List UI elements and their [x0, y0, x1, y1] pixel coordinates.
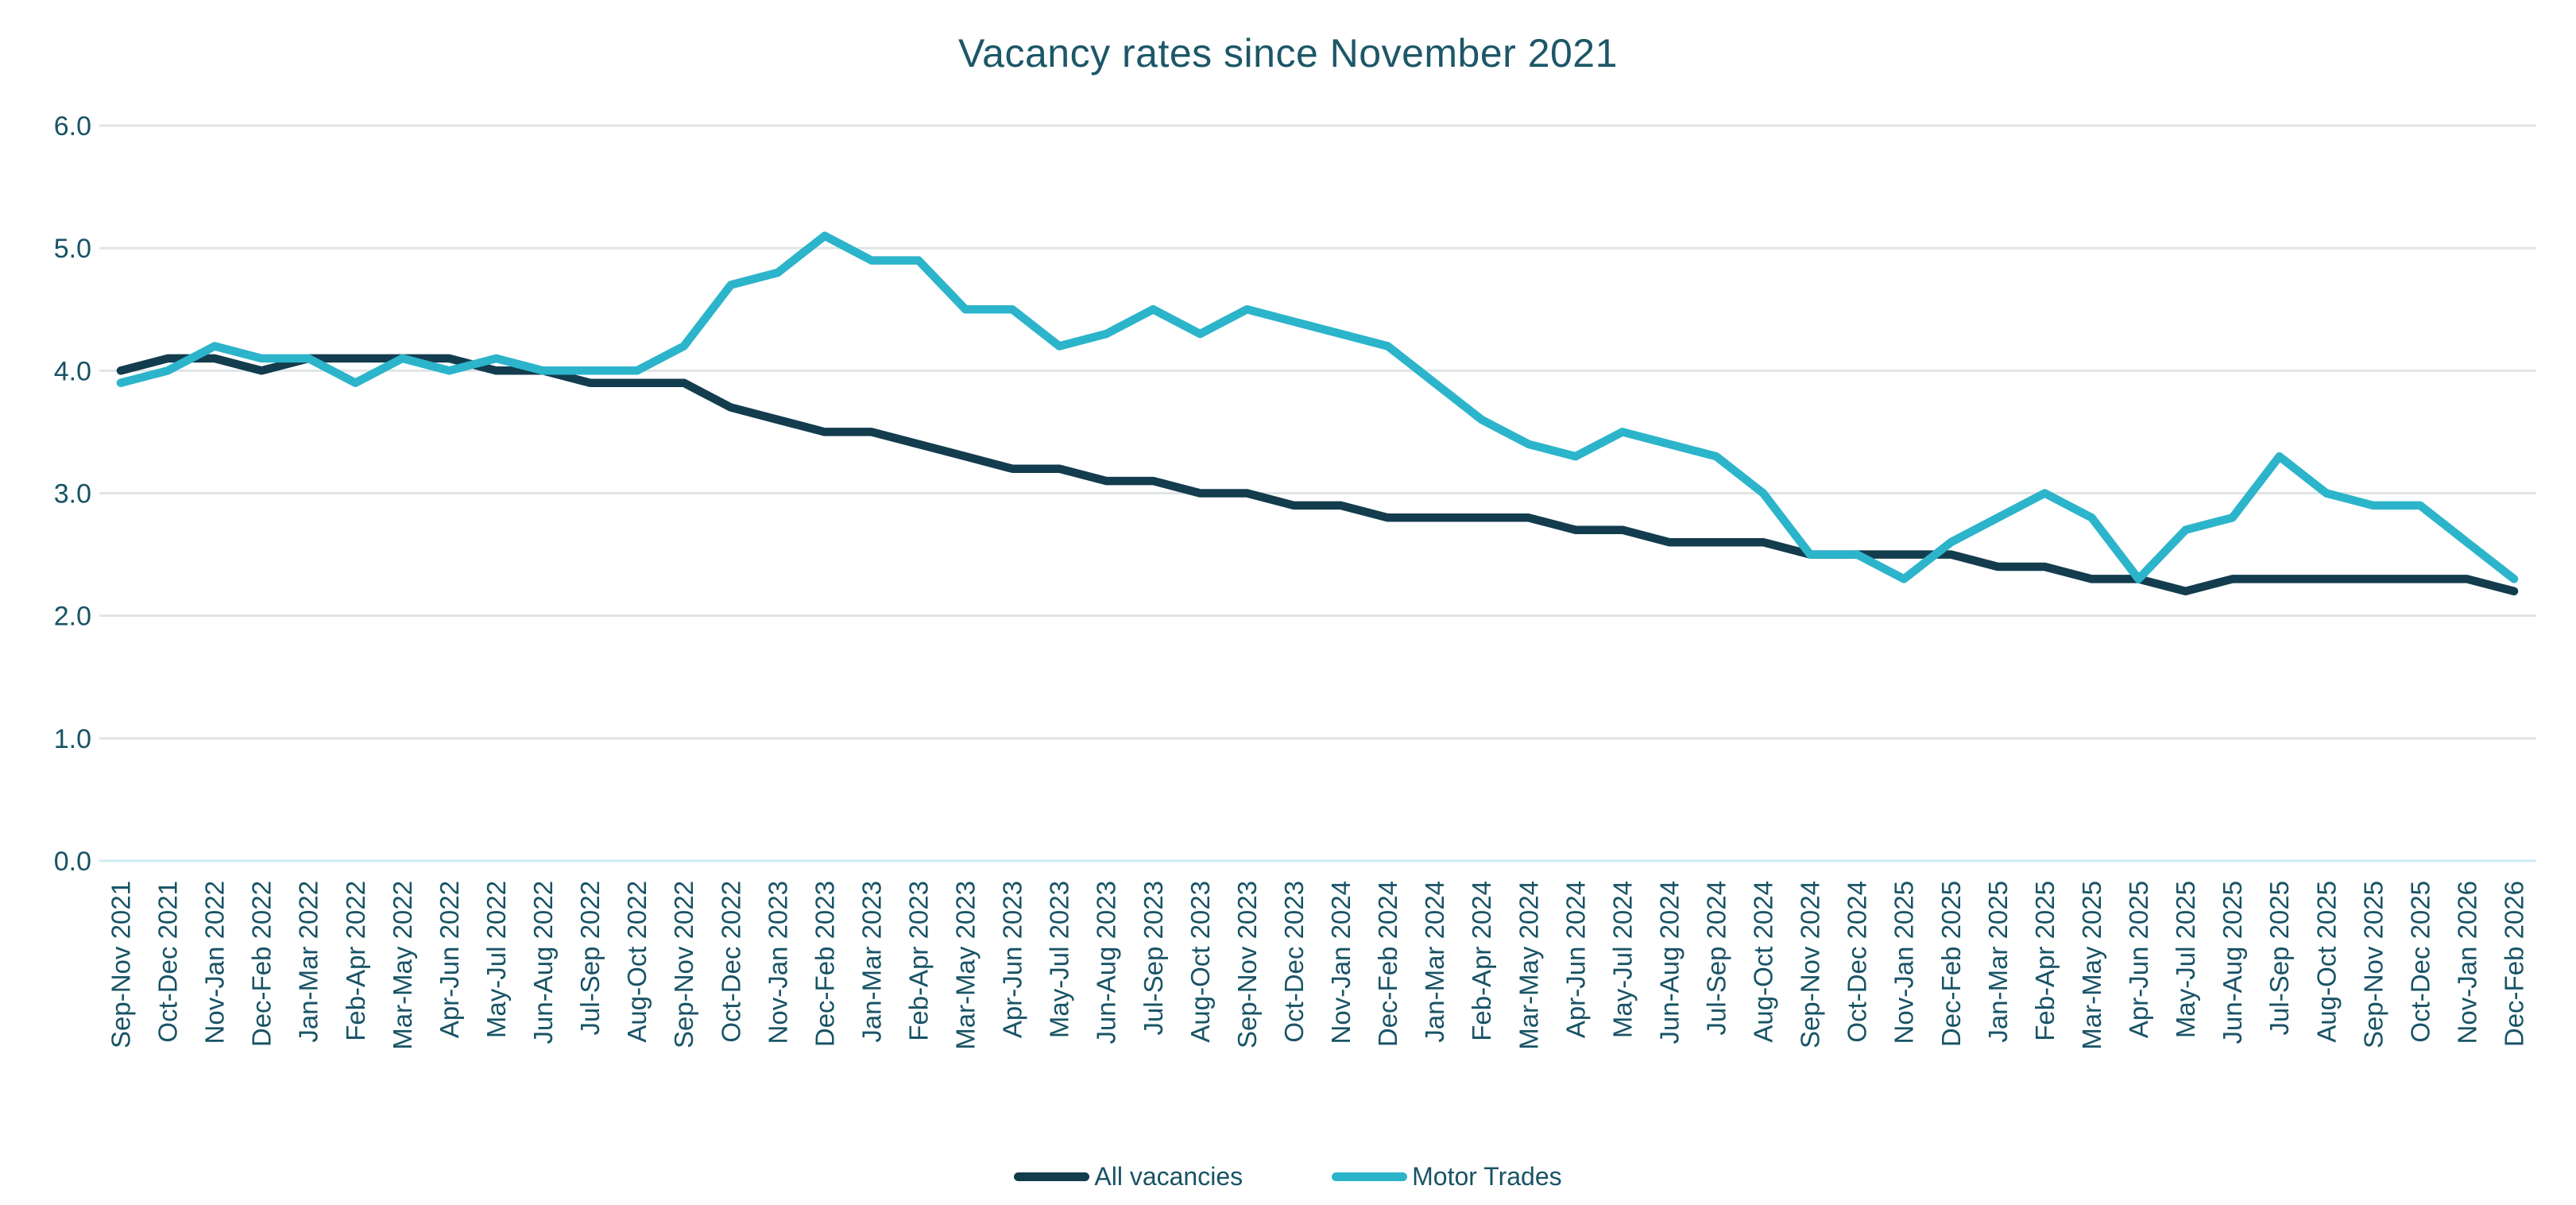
- x-tick-label: Dec-Feb 2022: [247, 881, 277, 1047]
- legend-item-motor-trades: Motor Trades: [1332, 1162, 1562, 1191]
- x-tick-label: Feb-Apr 2022: [341, 881, 370, 1041]
- x-tick-label: Oct-Dec 2021: [153, 881, 183, 1043]
- x-tick-label: Aug-Oct 2025: [2311, 881, 2341, 1043]
- chart-title: Vacancy rates since November 2021: [958, 31, 1618, 76]
- x-tick-label: Oct-Dec 2023: [1279, 881, 1309, 1043]
- x-tick-label: Apr-Jun 2025: [2124, 881, 2153, 1038]
- x-tick-label: Sep-Nov 2022: [669, 881, 698, 1048]
- x-tick-label: Nov-Jan 2026: [2452, 881, 2481, 1044]
- x-tick-label: Nov-Jan 2022: [200, 881, 230, 1044]
- x-tick-label: Jan-Mar 2025: [1983, 881, 2013, 1043]
- x-tick-label: Aug-Oct 2022: [622, 881, 652, 1043]
- y-tick-label: 5.0: [54, 234, 91, 264]
- x-tick-label: Dec-Feb 2023: [810, 881, 839, 1047]
- x-tick-label: Mar-May 2023: [951, 881, 981, 1050]
- x-tick-label: Jan-Mar 2023: [857, 881, 886, 1043]
- x-tick-label: May-Jul 2025: [2171, 881, 2200, 1038]
- x-tick-label: Jul-Sep 2024: [1702, 881, 1731, 1035]
- series-line-motor-trades: [116, 231, 2519, 583]
- x-tick-label: Apr-Jun 2024: [1561, 881, 1590, 1038]
- x-tick-label: Oct-Dec 2024: [1843, 881, 1872, 1043]
- x-tick-label: Apr-Jun 2023: [998, 881, 1027, 1038]
- x-tick-label: Mar-May 2022: [388, 881, 417, 1050]
- x-tick-label: Sep-Nov 2021: [106, 881, 136, 1048]
- x-tick-label: Aug-Oct 2023: [1186, 881, 1215, 1043]
- y-tick-label: 1.0: [54, 724, 91, 754]
- x-tick-label: Nov-Jan 2023: [763, 881, 792, 1044]
- all-vacancies-swatch-icon: [1014, 1172, 1090, 1181]
- x-tick-label: Sep-Nov 2025: [2358, 881, 2388, 1048]
- chart-legend: All vacancies Motor Trades: [0, 1162, 2576, 1191]
- x-tick-label: Mar-May 2024: [1514, 881, 1543, 1050]
- x-tick-label: Oct-Dec 2022: [716, 881, 745, 1043]
- x-tick-label: Nov-Jan 2024: [1326, 881, 1356, 1044]
- x-tick-label: Jul-Sep 2022: [575, 881, 605, 1035]
- x-tick-label: Nov-Jan 2025: [1889, 881, 1919, 1044]
- y-tick-label: 2.0: [54, 602, 91, 632]
- x-tick-label: Apr-Jun 2022: [435, 881, 464, 1038]
- y-tick-label: 3.0: [54, 479, 91, 509]
- x-tick-label: Oct-Dec 2025: [2405, 881, 2435, 1043]
- series-line-all-vacancies: [116, 354, 2519, 596]
- x-tick-label: May-Jul 2023: [1045, 881, 1074, 1038]
- x-tick-label: Feb-Apr 2025: [2030, 881, 2060, 1041]
- x-tick-label: May-Jul 2024: [1607, 881, 1637, 1038]
- x-tick-label: Dec-Feb 2024: [1373, 881, 1402, 1047]
- legend-label-all-vacancies: All vacancies: [1094, 1162, 1244, 1191]
- x-tick-label: Jun-Aug 2023: [1092, 881, 1121, 1044]
- legend-item-all-vacancies: All vacancies: [1014, 1162, 1243, 1191]
- x-tick-label: Sep-Nov 2023: [1232, 881, 1262, 1048]
- x-tick-label: Jan-Mar 2024: [1420, 881, 1449, 1043]
- x-tick-label: Jul-Sep 2025: [2265, 881, 2294, 1035]
- x-tick-label: Dec-Feb 2026: [2500, 881, 2529, 1047]
- x-tick-label: Aug-Oct 2024: [1749, 881, 1778, 1043]
- y-tick-label: 0.0: [54, 847, 91, 877]
- y-tick-label: 6.0: [54, 111, 91, 141]
- y-tick-label: 4.0: [54, 356, 91, 386]
- x-tick-label: Jul-Sep 2023: [1139, 881, 1168, 1035]
- x-tick-label: Dec-Feb 2025: [1936, 881, 1966, 1047]
- motor-trades-swatch-icon: [1332, 1172, 1408, 1181]
- x-tick-label: Sep-Nov 2024: [1796, 881, 1825, 1048]
- x-tick-label: Jan-Mar 2022: [294, 881, 323, 1043]
- x-tick-label: Jun-Aug 2025: [2218, 881, 2247, 1044]
- x-tick-label: Feb-Apr 2023: [904, 881, 934, 1041]
- legend-label-motor-trades: Motor Trades: [1412, 1162, 1562, 1191]
- x-tick-label: Feb-Apr 2024: [1467, 881, 1496, 1041]
- x-tick-label: Jun-Aug 2022: [528, 881, 558, 1044]
- x-tick-label: May-Jul 2022: [482, 881, 511, 1038]
- x-tick-label: Jun-Aug 2024: [1654, 881, 1684, 1044]
- x-tick-label: Mar-May 2025: [2077, 881, 2106, 1050]
